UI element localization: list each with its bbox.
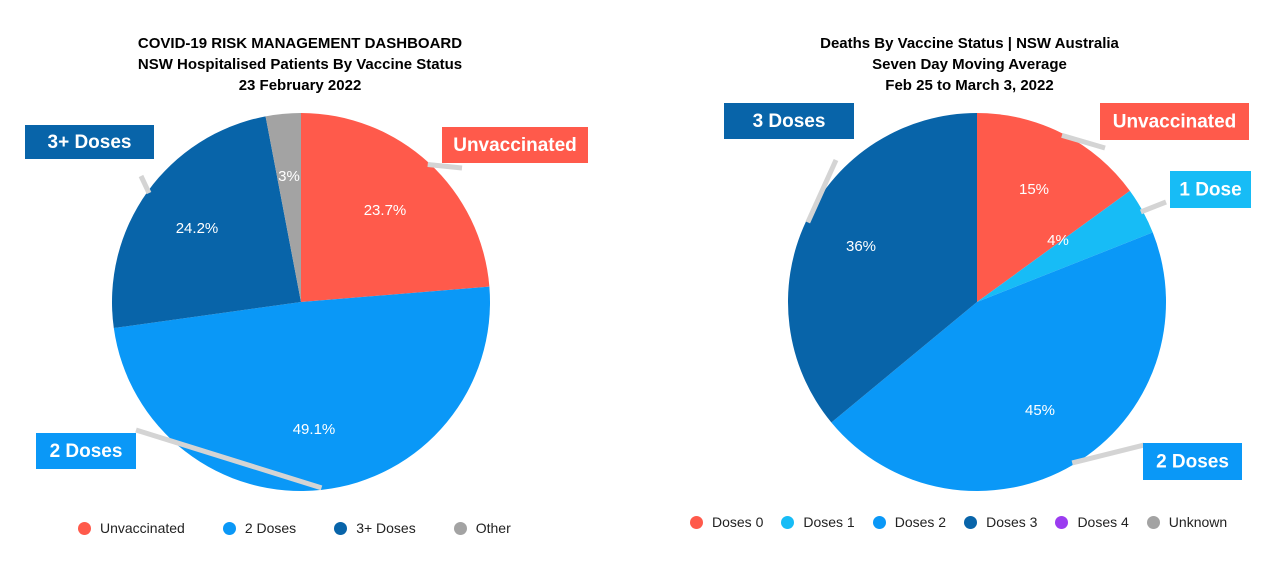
callout-label: 3+ Doses [48,132,132,153]
callout-box [724,103,854,139]
pie-value-label-3-plus-doses: 24.2% [176,220,219,237]
callout-unvaccinated: Unvaccinated [442,127,588,163]
callout-label: Unvaccinated [453,135,577,156]
callout-label: 2 Doses [1156,452,1229,473]
callout-box [1100,103,1249,140]
chart-title-line-3: 23 February 2022 [238,77,362,94]
legend-item-doses-4[interactable]: Doses 4 [1055,514,1129,530]
pie-value-label-doses-1: 4% [1047,232,1069,249]
callout-connector [1139,199,1167,215]
pie-slice-doses-0[interactable] [977,113,1130,302]
legend-swatch [1146,515,1160,529]
deaths-chart-panel: Deaths By Vaccine Status | NSW Australia… [660,0,1279,579]
legend-item-3-plus-doses[interactable]: 3+ Doses [334,520,416,536]
legend-swatch [690,515,703,529]
legend-item-doses-1[interactable]: Doses 1 [781,514,855,530]
callout-unvaccinated: Unvaccinated [1100,103,1249,140]
callout-label: 2 Doses [50,441,123,462]
legend-swatch [1055,515,1069,529]
legend-label: Other [475,520,511,536]
legend-item-doses-2[interactable]: Doses 2 [872,514,947,530]
callout-2-doses: 2 Doses [1143,443,1242,480]
callout-box [36,433,136,469]
pie-value-label-doses-0: 15% [1019,181,1049,198]
callout-label: 3 Doses [753,111,826,132]
chart-title-line-1: Deaths By Vaccine Status | NSW Australia [820,35,1119,52]
pie-slice-doses-2[interactable] [831,232,1167,492]
legend-swatch [872,515,886,529]
pie-slice-doses-3[interactable] [787,113,977,423]
pie-value-label-2-doses: 49.1% [293,421,336,438]
legend-item-other[interactable]: Other [453,520,511,536]
legend-swatch [781,515,795,529]
legend-swatch [78,521,91,535]
callout-label: Unvaccinated [1113,112,1237,133]
pie-value-label-doses-2: 45% [1025,402,1055,419]
callout-box [442,127,588,163]
legend-item-2-doses[interactable]: 2 Doses [222,520,297,536]
legend-label: Doses 4 [1077,514,1129,530]
legend-item-unvaccinated[interactable]: Unvaccinated [78,520,185,536]
chart-title-line-1: COVID-19 RISK MANAGEMENT DASHBOARD [137,35,463,52]
pie-value-label-doses-3: 36% [846,238,876,255]
pie-slice-unvaccinated[interactable] [301,113,490,302]
callout-connector [138,174,152,195]
legend-label: Doses 0 [712,514,764,530]
chart-legend: Doses 0 Doses 1 Doses 2 Doses 3 Doses 4 … [690,514,1245,530]
chart-title-line-3: Feb 25 to March 3, 2022 [885,77,1054,94]
hospitalised-chart-panel: COVID-19 RISK MANAGEMENT DASHBOARD NSW H… [0,0,600,579]
pie-slice-3-plus-doses[interactable] [111,116,301,329]
pie-slice-other[interactable] [265,113,301,302]
deaths-pie-chart: 15% 4% 45% 36% Unvaccinated 1 Dose 2 Doses 3 Do… [724,103,1251,492]
callout-connector [805,158,839,224]
legend-swatch [453,521,467,535]
pie-slice-doses-1[interactable] [977,190,1153,302]
chart-legend: Unvaccinated 2 Doses 3+ Doses Other [78,520,549,536]
callout-label: 1 Dose [1179,180,1241,201]
callout-box [1143,443,1242,480]
callout-box [1170,171,1251,208]
pie-slice-2-doses[interactable] [113,286,491,492]
callout-3-plus-doses: 3+ Doses [25,125,154,159]
callout-3-doses: 3 Doses [724,103,854,139]
chart-title-line-2: NSW Hospitalised Patients By Vaccine Sta… [137,56,463,73]
legend-item-unknown[interactable]: Unknown [1146,514,1228,530]
chart-title: COVID-19 RISK MANAGEMENT DASHBOARD NSW H… [0,33,600,96]
legend-label: Unknown [1168,514,1228,530]
chart-title-line-2: Seven Day Moving Average [872,56,1067,73]
legend-swatch [334,521,348,535]
callout-2-doses: 2 Doses [36,433,136,469]
legend-item-doses-0[interactable]: Doses 0 [690,514,763,530]
legend-label: 3+ Doses [356,520,416,536]
callout-connector [427,161,463,171]
pie-value-label-other: 3% [278,168,300,185]
legend-swatch [964,515,978,529]
chart-title: Deaths By Vaccine Status | NSW Australia… [660,33,1279,96]
legend-label: 2 Doses [244,520,297,536]
legend-label: Doses 1 [803,514,855,530]
legend-item-doses-3[interactable]: Doses 3 [964,514,1037,530]
legend-label: Doses 3 [986,514,1038,530]
legend-label: Doses 2 [894,514,947,530]
callout-connector [1061,132,1106,151]
callout-box [25,125,154,159]
callout-1-dose: 1 Dose [1170,171,1251,208]
legend-label: Unvaccinated [100,520,185,536]
legend-swatch [222,521,236,535]
hospitalised-pie-chart: 23.7% 49.1% 24.2% 3% Unvaccinated 2 Doses 3+ D… [25,113,588,492]
callout-connector [1071,442,1145,466]
callout-connector [135,427,323,491]
pie-value-label-unvaccinated: 23.7% [364,202,407,219]
